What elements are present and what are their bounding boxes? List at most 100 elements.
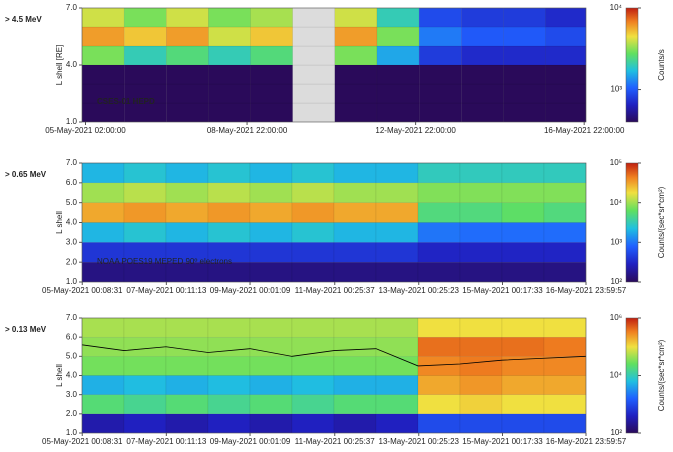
heatmap-cell xyxy=(375,261,419,283)
heatmap-cell xyxy=(123,394,167,415)
heatmap-cell xyxy=(543,222,587,243)
heatmap-cell xyxy=(545,83,587,104)
x-tick-label: 05-May-2021 02:00:00 xyxy=(45,126,126,135)
heatmap-cell xyxy=(333,394,377,415)
heatmap-cell xyxy=(291,394,335,415)
heatmap-cell xyxy=(543,242,587,263)
heatmap-cell xyxy=(418,26,462,47)
heatmap-cell xyxy=(208,83,251,104)
heatmap-cell xyxy=(165,317,209,338)
heatmap-cell xyxy=(208,64,251,85)
heatmap-cell xyxy=(501,336,545,357)
annotation: CSES-01 HEPD xyxy=(97,97,155,106)
heatmap-cell xyxy=(291,222,335,243)
x-tick-label: 05-May-2021 00:08:31 xyxy=(42,286,123,295)
heatmap-cell xyxy=(375,394,419,415)
heatmap-cell xyxy=(165,394,209,415)
heatmap-cell xyxy=(376,45,420,66)
heatmap-cell xyxy=(375,317,419,338)
heatmap-cell xyxy=(459,336,503,357)
heatmap-cell xyxy=(292,45,336,66)
heatmap-cell xyxy=(249,242,293,263)
heatmap-cell xyxy=(501,317,545,338)
heatmap-cell xyxy=(375,242,419,263)
heatmap-cell xyxy=(501,394,545,415)
heatmap-cell xyxy=(418,83,462,104)
heatmap-cell xyxy=(417,261,461,283)
x-tick-label: 07-May-2021 00:11:13 xyxy=(126,437,206,446)
heatmap-cell xyxy=(503,7,546,28)
colorbar-tick-label: 10⁴ xyxy=(610,371,623,380)
x-tick-label: 16-May-2021 22:00:00 xyxy=(544,126,625,135)
heatmap-cell xyxy=(250,83,293,104)
heatmap-cell xyxy=(81,182,125,203)
heatmap-cell xyxy=(123,7,167,28)
heatmap-cell xyxy=(501,375,545,395)
heatmap-cell xyxy=(249,162,293,184)
colorbar xyxy=(625,162,639,283)
heatmap-cell xyxy=(333,242,377,263)
heatmap-cell xyxy=(165,162,209,184)
heatmap-cell xyxy=(459,261,503,283)
y-tick-label: 5.0 xyxy=(66,198,78,207)
y-axis-label: L shell xyxy=(55,364,64,387)
heatmap-cell xyxy=(543,202,587,223)
heatmap-cell xyxy=(418,64,462,85)
heatmap-cell xyxy=(334,45,378,66)
heatmap-cell xyxy=(417,202,461,223)
heatmap-cell xyxy=(165,356,209,376)
heatmap-cell xyxy=(417,242,461,263)
y-tick-label: 1.0 xyxy=(66,277,78,286)
heatmap-cell xyxy=(543,394,587,415)
heatmap-cell xyxy=(501,413,545,434)
heatmap-cell xyxy=(250,45,293,66)
y-axis-label: L shell [RE] xyxy=(55,45,64,86)
heatmap-cell xyxy=(334,64,378,85)
heatmap-cell xyxy=(543,336,587,357)
heatmap-cell xyxy=(503,64,546,85)
heatmap-cell xyxy=(459,317,503,338)
heatmap-cell xyxy=(81,202,125,223)
heatmap-cell xyxy=(333,261,377,283)
heatmap-cell xyxy=(166,26,209,47)
heatmap-cell xyxy=(375,356,419,376)
heatmap-cell xyxy=(292,7,336,28)
heatmap-cell xyxy=(376,83,420,104)
heatmap-cell xyxy=(333,375,377,395)
heatmap-cell xyxy=(249,317,293,338)
heatmap-cell xyxy=(249,222,293,243)
heatmap-cell xyxy=(123,375,167,395)
heatmap-cell xyxy=(333,222,377,243)
heatmap-cell xyxy=(417,375,461,395)
y-tick-label: 3.0 xyxy=(66,390,78,399)
heatmap-cell xyxy=(545,7,587,28)
heatmap-cell xyxy=(208,45,251,66)
heatmap-cell xyxy=(461,83,504,104)
heatmap-cell xyxy=(292,64,336,85)
heatmap-cell xyxy=(375,222,419,243)
y-tick-label: 7.0 xyxy=(66,313,78,322)
heatmap-cell xyxy=(291,375,335,395)
heatmap-cell xyxy=(207,375,251,395)
heatmap-cell xyxy=(166,45,209,66)
heatmap-cell xyxy=(333,162,377,184)
heatmap-cell xyxy=(545,45,587,66)
energy-label: > 4.5 MeV xyxy=(5,15,42,24)
x-tick-label: 09-May-2021 00:01:09 xyxy=(210,437,291,446)
heatmap-cell xyxy=(501,261,545,283)
x-tick-label: 15-May-2021 00:17:33 xyxy=(462,437,543,446)
heatmap-cell xyxy=(123,317,167,338)
heatmap-cell xyxy=(292,83,336,104)
heatmap-cell xyxy=(461,7,504,28)
colorbar xyxy=(625,7,639,123)
heatmap-cell xyxy=(417,336,461,357)
heatmap-cell xyxy=(376,26,420,47)
heatmap-cell xyxy=(166,64,209,85)
heatmap-cell xyxy=(81,26,125,47)
heatmap-cell xyxy=(418,102,462,123)
heatmap-cell xyxy=(81,394,125,415)
heatmap-cell xyxy=(123,26,167,47)
heatmap-cell xyxy=(207,413,251,434)
heatmap-cell xyxy=(459,413,503,434)
heatmap-cell xyxy=(207,317,251,338)
